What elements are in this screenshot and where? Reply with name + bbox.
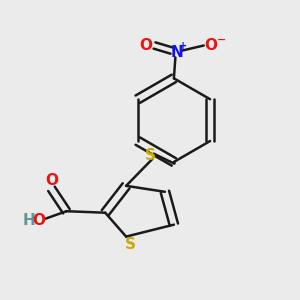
Text: O: O [139,38,152,53]
Text: −: − [217,35,226,45]
Text: +: + [179,41,188,51]
Text: H: H [23,213,35,228]
Text: O: O [205,38,218,53]
Text: S: S [145,148,155,164]
Text: O: O [32,213,45,228]
Text: O: O [45,173,58,188]
Text: S: S [125,238,136,253]
Text: N: N [170,46,183,61]
